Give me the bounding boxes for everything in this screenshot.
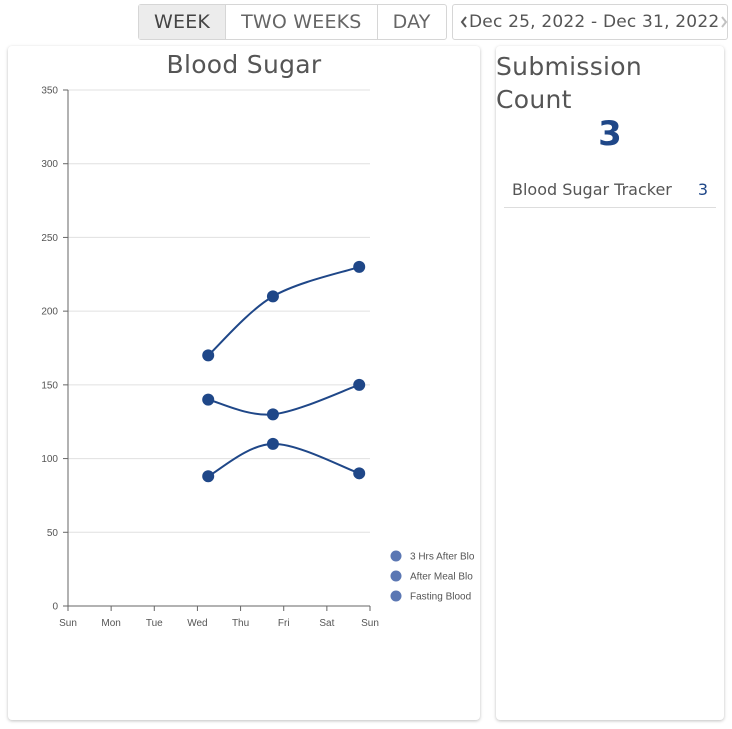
data-point <box>266 408 279 421</box>
submission-count-card: Submission Count 3 Blood Sugar Tracker 3 <box>496 46 724 720</box>
x-tick-label: Mon <box>101 618 120 629</box>
x-tick-label: Sun <box>59 618 77 629</box>
tab-day[interactable]: DAY <box>392 11 431 33</box>
submission-row-value: 3 <box>697 180 708 199</box>
series-line-1 <box>207 383 360 416</box>
data-point <box>353 260 366 273</box>
legend-marker <box>390 550 402 562</box>
blood-sugar-chart-card: Blood Sugar 0 50 100 150 200 250 300 350 Sun Mon T… <box>8 46 480 720</box>
submission-row-label: Blood Sugar Tracker <box>512 180 672 199</box>
legend-marker <box>390 570 402 582</box>
y-tick-label: 200 <box>41 307 58 318</box>
x-tick-label: Sat <box>319 618 334 629</box>
y-tick-label: 350 <box>41 86 58 97</box>
legend-marker <box>390 590 402 602</box>
data-point <box>266 290 279 303</box>
submission-count-title: Submission Count <box>496 52 643 114</box>
submission-total: 3 <box>598 114 622 154</box>
legend-label: 3 Hrs After Blo <box>410 552 475 563</box>
tab-two-weeks[interactable]: TWO WEEKS <box>226 5 378 39</box>
tab-week[interactable]: WEEK <box>139 5 227 39</box>
x-tick-label: Fri <box>278 618 290 629</box>
submission-row: Blood Sugar Tracker 3 <box>504 172 716 208</box>
data-point <box>353 378 366 391</box>
data-point <box>353 467 366 480</box>
blood-sugar-line-chart: 0 50 100 150 200 250 300 350 Sun Mon Tue Wed Thu Fri S… <box>41 86 475 630</box>
y-tick-label: 150 <box>41 380 58 391</box>
legend-label: Fasting Blood <box>410 592 471 603</box>
y-tick-label: 250 <box>41 233 58 244</box>
chart-title: Blood Sugar <box>166 50 322 79</box>
chevron-left-icon[interactable] <box>459 12 469 32</box>
data-point <box>202 393 215 406</box>
x-tick-label: Sun <box>361 618 379 629</box>
data-point <box>202 349 215 362</box>
date-range-navigator: Dec 25, 2022 - Dec 31, 2022 <box>452 4 728 40</box>
legend-label: After Meal Blo <box>410 572 473 583</box>
y-tick-label: 50 <box>47 528 59 539</box>
y-tick-label: 0 <box>52 602 58 613</box>
x-tick-label: Tue <box>146 618 163 629</box>
range-tabs: WEEK TWO WEEKS DAY <box>138 4 447 40</box>
x-tick-label: Thu <box>232 618 249 629</box>
y-tick-label: 100 <box>41 454 58 465</box>
series-line-2 <box>207 442 360 478</box>
data-point <box>266 437 279 450</box>
y-tick-label: 300 <box>41 159 58 170</box>
chevron-right-icon[interactable] <box>719 12 729 32</box>
date-range-label: Dec 25, 2022 - Dec 31, 2022 <box>469 12 720 32</box>
x-tick-label: Wed <box>187 618 207 629</box>
data-point <box>202 470 215 483</box>
